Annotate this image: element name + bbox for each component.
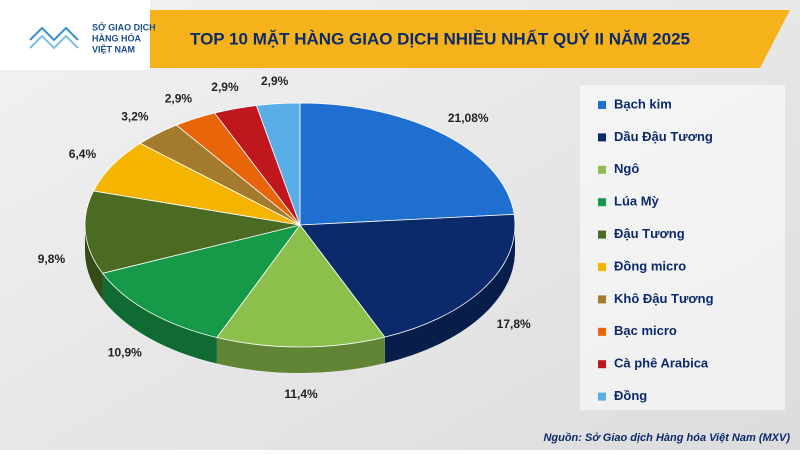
data-label: 17,8% — [497, 317, 531, 331]
pie-slice — [299, 102, 515, 226]
legend-swatch — [598, 198, 606, 207]
pie-slice — [84, 190, 301, 274]
legend-label: Dầu Đậu Tương — [614, 129, 713, 144]
slice-side — [102, 273, 217, 364]
logo-box — [0, 0, 150, 70]
legend-label: Đồng micro — [614, 258, 686, 273]
logo-text: VIỆT NAM — [92, 43, 135, 54]
data-label: 2,9% — [211, 80, 239, 94]
title-band — [130, 10, 790, 68]
pie-slice — [216, 224, 386, 348]
logo-text: HÀNG HÓA — [92, 32, 141, 43]
data-label: 9,8% — [38, 252, 66, 266]
legend-label: Cà phê Arabica — [614, 356, 709, 371]
legend-swatch — [598, 263, 606, 271]
data-label: 3,2% — [121, 109, 149, 123]
data-label: 2,9% — [261, 74, 289, 88]
legend-label: Khô Đậu Tương — [614, 291, 714, 306]
pie-slice — [299, 213, 516, 338]
pie-slice — [101, 224, 301, 338]
legend-label: Bạch kim — [614, 96, 672, 111]
data-label: 21,08% — [448, 111, 489, 125]
slice-side — [216, 337, 385, 373]
pie: 21,08% 17,8% 11,4% 10,9% 9,8% 6,4% 3,2% 2,9% 2,9… — [38, 74, 531, 401]
data-label: 2,9% — [165, 92, 193, 106]
slice-side — [384, 225, 515, 364]
source: Nguồn: Sở Giao dịch Hàng hóa Việt Nam (M… — [543, 432, 790, 444]
legend-swatch — [598, 133, 606, 142]
legend-swatch — [598, 230, 606, 239]
legend-label: Lúa Mỳ — [614, 194, 660, 209]
logo-text: SỞ GIAO DỊCH — [92, 21, 156, 32]
logo-mark — [29, 26, 79, 50]
legend-swatch — [598, 360, 606, 369]
legend-panel — [580, 85, 785, 410]
slice-side — [85, 225, 103, 300]
legend-swatch — [598, 392, 606, 401]
legend-swatch — [598, 327, 606, 336]
legend-label: Đậu Tương — [614, 226, 685, 241]
data-label: 11,4% — [284, 387, 318, 401]
legend-swatch — [598, 295, 606, 304]
legend-label: Đồng — [614, 388, 647, 403]
data-label: 10,9% — [108, 345, 142, 359]
pie-slice — [255, 102, 301, 226]
data-label: 6,4% — [69, 147, 97, 161]
legend-swatch — [598, 165, 606, 174]
chart-title: TOP 10 MẶT HÀNG GIAO DỊCH NHIỀU NHẤT QUÝ… — [190, 29, 690, 48]
legend-label: Bạc micro — [614, 323, 677, 338]
legend-label: Ngô — [614, 161, 639, 176]
legend-swatch — [598, 101, 606, 109]
